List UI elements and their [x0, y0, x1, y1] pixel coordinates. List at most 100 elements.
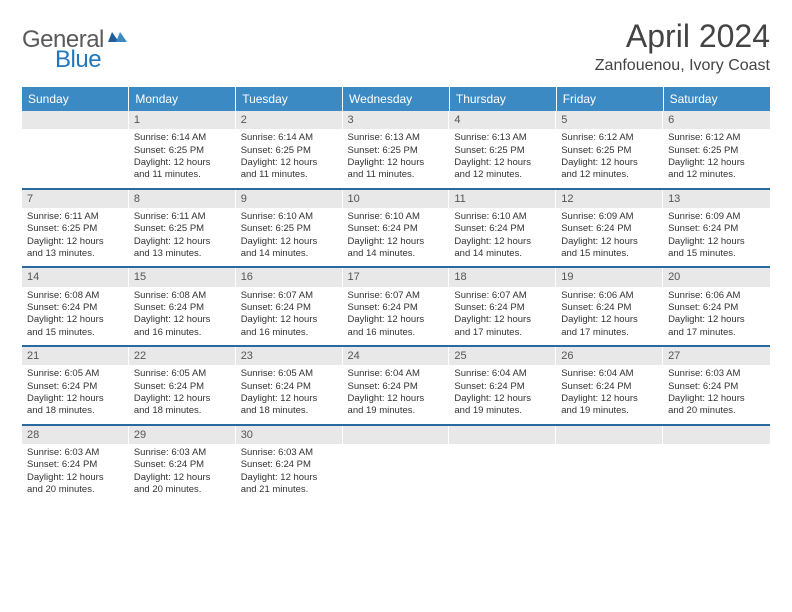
daylight-text: and 15 minutes.	[561, 248, 658, 260]
sunrise-text: Sunrise: 6:07 AM	[348, 290, 445, 302]
day-number: 21	[22, 347, 129, 365]
logo-flag-icon	[107, 28, 129, 53]
day-body	[556, 444, 663, 502]
day-number: 9	[236, 190, 343, 208]
daylight-text: Daylight: 12 hours	[134, 314, 231, 326]
sunset-text: Sunset: 6:24 PM	[348, 302, 445, 314]
sunset-text: Sunset: 6:24 PM	[241, 302, 338, 314]
day-number	[343, 426, 450, 444]
day-body: Sunrise: 6:14 AMSunset: 6:25 PMDaylight:…	[236, 129, 343, 187]
day-number	[663, 426, 770, 444]
day-body: Sunrise: 6:08 AMSunset: 6:24 PMDaylight:…	[129, 287, 236, 345]
day-body: Sunrise: 6:08 AMSunset: 6:24 PMDaylight:…	[22, 287, 129, 345]
sunset-text: Sunset: 6:24 PM	[134, 459, 231, 471]
calendar-day-cell	[449, 425, 556, 503]
calendar-week-row: 14Sunrise: 6:08 AMSunset: 6:24 PMDayligh…	[22, 267, 770, 346]
day-number	[22, 111, 129, 129]
day-header: Friday	[556, 87, 663, 111]
page-header: General April 2024 Zanfouenou, Ivory Coa…	[22, 18, 770, 75]
calendar-day-cell: 16Sunrise: 6:07 AMSunset: 6:24 PMDayligh…	[236, 267, 343, 346]
day-number: 4	[449, 111, 556, 129]
location-label: Zanfouenou, Ivory Coast	[595, 57, 770, 75]
logo-text-blue: Blue	[55, 46, 101, 73]
sunrise-text: Sunrise: 6:06 AM	[561, 290, 658, 302]
daylight-text: Daylight: 12 hours	[27, 472, 124, 484]
sunrise-text: Sunrise: 6:04 AM	[561, 368, 658, 380]
day-number: 19	[556, 268, 663, 286]
day-body: Sunrise: 6:06 AMSunset: 6:24 PMDaylight:…	[556, 287, 663, 345]
day-number: 16	[236, 268, 343, 286]
day-body: Sunrise: 6:09 AMSunset: 6:24 PMDaylight:…	[663, 208, 770, 266]
day-body: Sunrise: 6:12 AMSunset: 6:25 PMDaylight:…	[663, 129, 770, 187]
day-body: Sunrise: 6:07 AMSunset: 6:24 PMDaylight:…	[449, 287, 556, 345]
calendar-day-cell: 6Sunrise: 6:12 AMSunset: 6:25 PMDaylight…	[663, 111, 770, 189]
day-number: 14	[22, 268, 129, 286]
day-header-row: Sunday Monday Tuesday Wednesday Thursday…	[22, 87, 770, 111]
calendar-day-cell: 21Sunrise: 6:05 AMSunset: 6:24 PMDayligh…	[22, 346, 129, 425]
sunrise-text: Sunrise: 6:07 AM	[241, 290, 338, 302]
daylight-text: Daylight: 12 hours	[348, 236, 445, 248]
sunrise-text: Sunrise: 6:14 AM	[134, 132, 231, 144]
calendar-week-row: 28Sunrise: 6:03 AMSunset: 6:24 PMDayligh…	[22, 425, 770, 503]
day-body: Sunrise: 6:05 AMSunset: 6:24 PMDaylight:…	[129, 365, 236, 423]
sunrise-text: Sunrise: 6:09 AM	[668, 211, 765, 223]
calendar-day-cell: 26Sunrise: 6:04 AMSunset: 6:24 PMDayligh…	[556, 346, 663, 425]
daylight-text: and 13 minutes.	[27, 248, 124, 260]
calendar-day-cell: 24Sunrise: 6:04 AMSunset: 6:24 PMDayligh…	[343, 346, 450, 425]
day-body: Sunrise: 6:07 AMSunset: 6:24 PMDaylight:…	[236, 287, 343, 345]
calendar-day-cell: 2Sunrise: 6:14 AMSunset: 6:25 PMDaylight…	[236, 111, 343, 189]
sunrise-text: Sunrise: 6:10 AM	[454, 211, 551, 223]
calendar-day-cell	[343, 425, 450, 503]
sunrise-text: Sunrise: 6:03 AM	[27, 447, 124, 459]
day-body: Sunrise: 6:12 AMSunset: 6:25 PMDaylight:…	[556, 129, 663, 187]
day-body: Sunrise: 6:11 AMSunset: 6:25 PMDaylight:…	[22, 208, 129, 266]
day-body	[449, 444, 556, 502]
calendar-day-cell	[663, 425, 770, 503]
day-header: Tuesday	[236, 87, 343, 111]
sunrise-text: Sunrise: 6:05 AM	[134, 368, 231, 380]
calendar-day-cell: 12Sunrise: 6:09 AMSunset: 6:24 PMDayligh…	[556, 189, 663, 268]
logo-text-blue-wrap: Blue	[55, 46, 101, 74]
sunset-text: Sunset: 6:24 PM	[134, 381, 231, 393]
sunrise-text: Sunrise: 6:11 AM	[134, 211, 231, 223]
calendar-week-row: 21Sunrise: 6:05 AMSunset: 6:24 PMDayligh…	[22, 346, 770, 425]
day-number: 25	[449, 347, 556, 365]
calendar-day-cell: 5Sunrise: 6:12 AMSunset: 6:25 PMDaylight…	[556, 111, 663, 189]
daylight-text: and 14 minutes.	[241, 248, 338, 260]
sunrise-text: Sunrise: 6:11 AM	[27, 211, 124, 223]
daylight-text: Daylight: 12 hours	[454, 393, 551, 405]
daylight-text: Daylight: 12 hours	[348, 157, 445, 169]
calendar-day-cell: 10Sunrise: 6:10 AMSunset: 6:24 PMDayligh…	[343, 189, 450, 268]
sunrise-text: Sunrise: 6:14 AM	[241, 132, 338, 144]
sunset-text: Sunset: 6:24 PM	[561, 381, 658, 393]
day-number: 18	[449, 268, 556, 286]
sunrise-text: Sunrise: 6:10 AM	[348, 211, 445, 223]
daylight-text: Daylight: 12 hours	[561, 157, 658, 169]
daylight-text: Daylight: 12 hours	[27, 393, 124, 405]
sunset-text: Sunset: 6:25 PM	[134, 145, 231, 157]
calendar-table: Sunday Monday Tuesday Wednesday Thursday…	[22, 87, 770, 502]
daylight-text: Daylight: 12 hours	[454, 314, 551, 326]
month-title: April 2024	[595, 18, 770, 55]
day-number: 30	[236, 426, 343, 444]
sunset-text: Sunset: 6:24 PM	[668, 302, 765, 314]
day-number: 23	[236, 347, 343, 365]
day-number: 22	[129, 347, 236, 365]
daylight-text: and 18 minutes.	[241, 405, 338, 417]
calendar-day-cell: 25Sunrise: 6:04 AMSunset: 6:24 PMDayligh…	[449, 346, 556, 425]
sunrise-text: Sunrise: 6:03 AM	[241, 447, 338, 459]
daylight-text: Daylight: 12 hours	[561, 393, 658, 405]
sunset-text: Sunset: 6:24 PM	[27, 302, 124, 314]
calendar-day-cell: 19Sunrise: 6:06 AMSunset: 6:24 PMDayligh…	[556, 267, 663, 346]
daylight-text: and 21 minutes.	[241, 484, 338, 496]
daylight-text: and 16 minutes.	[241, 327, 338, 339]
daylight-text: and 17 minutes.	[561, 327, 658, 339]
daylight-text: Daylight: 12 hours	[241, 393, 338, 405]
daylight-text: Daylight: 12 hours	[241, 472, 338, 484]
sunrise-text: Sunrise: 6:03 AM	[668, 368, 765, 380]
sunset-text: Sunset: 6:24 PM	[561, 302, 658, 314]
sunset-text: Sunset: 6:25 PM	[561, 145, 658, 157]
sunset-text: Sunset: 6:24 PM	[454, 223, 551, 235]
daylight-text: Daylight: 12 hours	[668, 157, 765, 169]
day-number: 13	[663, 190, 770, 208]
